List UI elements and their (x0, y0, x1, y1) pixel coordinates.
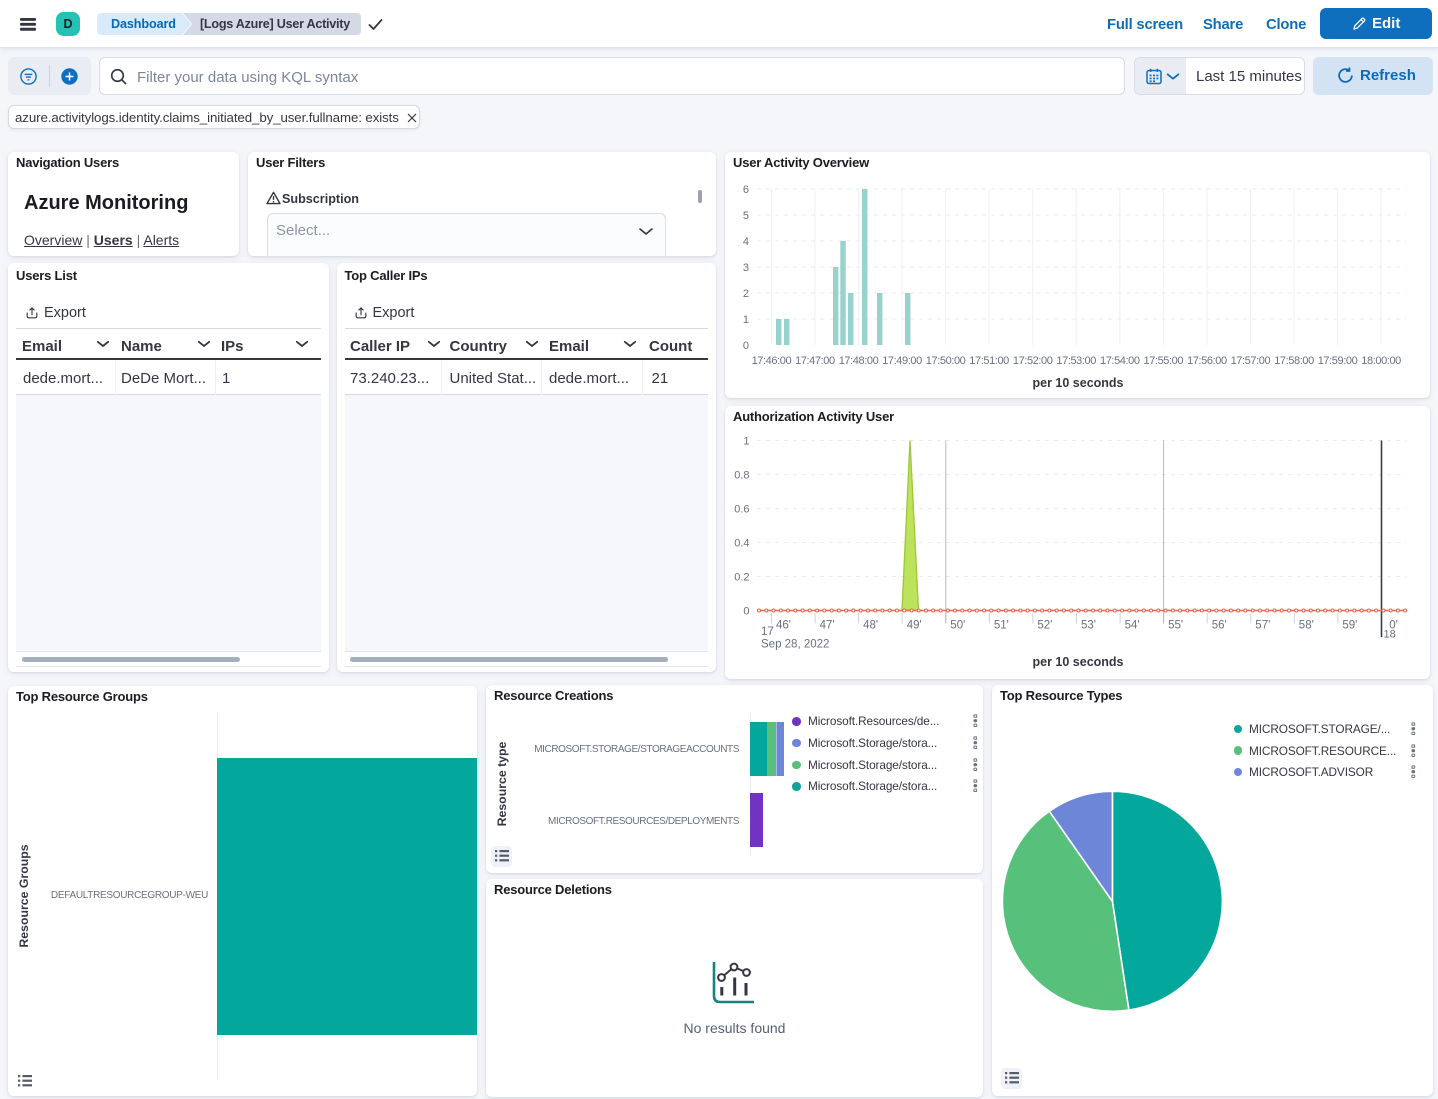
svg-text:46': 46' (776, 620, 791, 632)
svg-text:17:58:00: 17:58:00 (1274, 355, 1314, 367)
svg-text:3: 3 (743, 262, 749, 274)
svg-text:17:56:00: 17:56:00 (1187, 355, 1227, 367)
svg-text:51': 51' (994, 620, 1009, 632)
svg-text:48': 48' (863, 620, 878, 632)
svg-text:17: 17 (761, 626, 774, 638)
svg-text:17:57:00: 17:57:00 (1231, 355, 1271, 367)
svg-text:17:52:00: 17:52:00 (1013, 355, 1053, 367)
svg-text:59': 59' (1342, 620, 1357, 632)
svg-text:17:59:00: 17:59:00 (1318, 355, 1358, 367)
svg-text:50': 50' (950, 620, 965, 632)
svg-text:52': 52' (1037, 620, 1052, 632)
svg-text:0.4: 0.4 (734, 538, 749, 550)
svg-text:per 10 seconds: per 10 seconds (1032, 655, 1123, 669)
svg-text:18: 18 (1384, 629, 1396, 641)
svg-text:4: 4 (743, 236, 749, 248)
svg-text:17:46:00: 17:46:00 (752, 355, 792, 367)
svg-text:53': 53' (1081, 620, 1096, 632)
svg-text:0.8: 0.8 (734, 470, 749, 482)
svg-text:17:50:00: 17:50:00 (926, 355, 966, 367)
svg-text:17:49:00: 17:49:00 (882, 355, 922, 367)
svg-text:17:47:00: 17:47:00 (795, 355, 835, 367)
svg-text:per 10 seconds: per 10 seconds (1032, 376, 1123, 390)
svg-text:56': 56' (1212, 620, 1227, 632)
svg-text:54': 54' (1125, 620, 1140, 632)
svg-text:0': 0' (1389, 620, 1398, 632)
svg-text:5: 5 (743, 210, 749, 222)
svg-text:0.6: 0.6 (734, 504, 749, 516)
svg-text:49': 49' (907, 620, 922, 632)
svg-text:17:55:00: 17:55:00 (1143, 355, 1183, 367)
svg-text:18:00:00: 18:00:00 (1361, 355, 1401, 367)
svg-text:0.2: 0.2 (734, 572, 749, 584)
svg-text:17:53:00: 17:53:00 (1056, 355, 1096, 367)
svg-text:58': 58' (1299, 620, 1314, 632)
svg-text:0: 0 (743, 340, 749, 352)
svg-text:57': 57' (1255, 620, 1270, 632)
svg-text:1: 1 (743, 436, 749, 448)
svg-text:17:51:00: 17:51:00 (969, 355, 1009, 367)
svg-text:2: 2 (743, 288, 749, 300)
svg-text:6: 6 (743, 184, 749, 196)
svg-text:55': 55' (1168, 620, 1183, 632)
svg-text:47': 47' (820, 620, 835, 632)
svg-text:17:54:00: 17:54:00 (1100, 355, 1140, 367)
svg-text:17:48:00: 17:48:00 (839, 355, 879, 367)
svg-text:Sep 28, 2022: Sep 28, 2022 (761, 639, 829, 651)
svg-text:0: 0 (743, 606, 749, 618)
svg-text:1: 1 (743, 314, 749, 326)
